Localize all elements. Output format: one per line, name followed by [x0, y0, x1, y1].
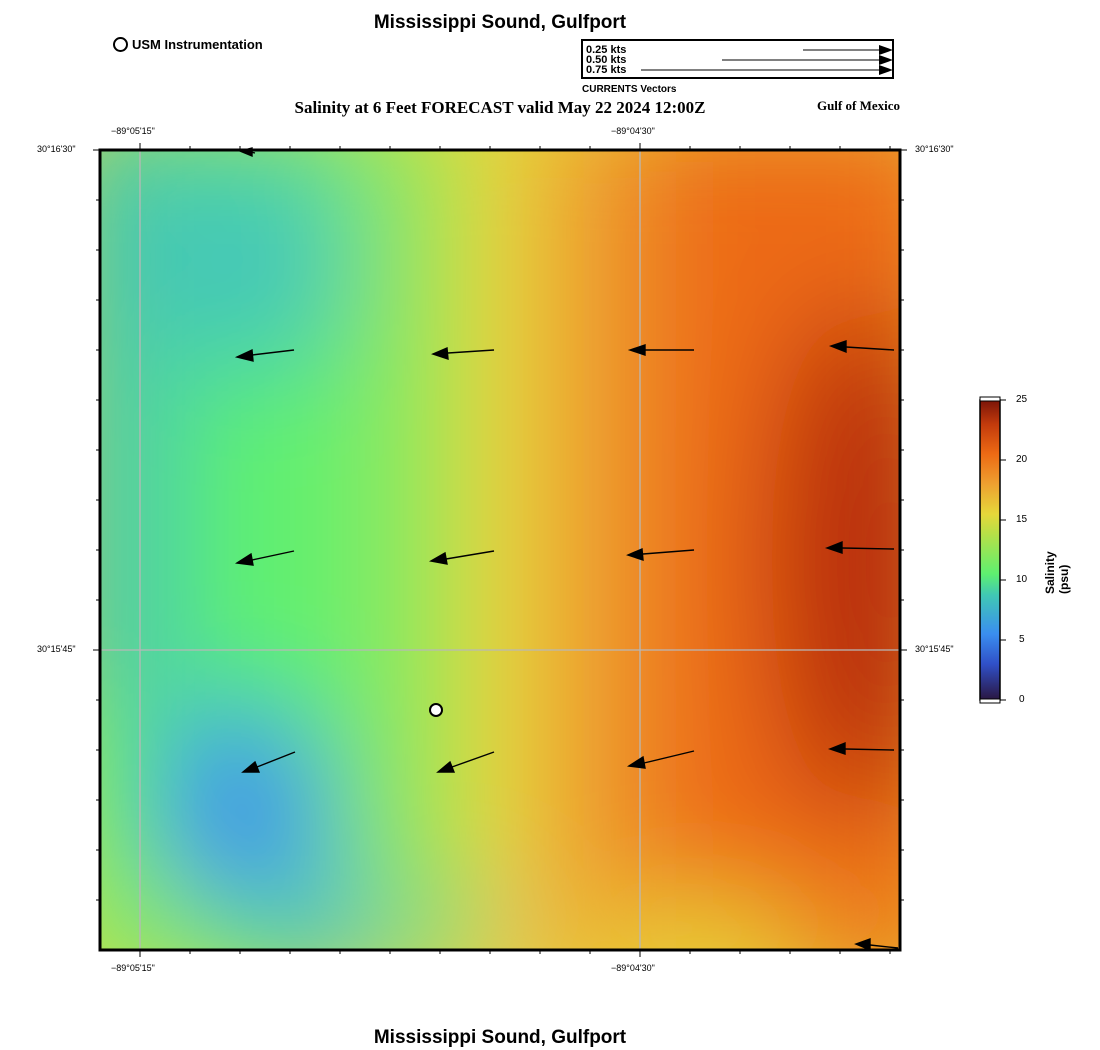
salinity-field: [100, 150, 900, 950]
footer-title: Mississippi Sound, Gulfport: [373, 1027, 627, 1048]
current-vector: [854, 938, 899, 952]
current-vector: [627, 344, 694, 356]
current-vectors: [234, 147, 899, 952]
current-vector: [428, 550, 495, 565]
current-vector: [241, 751, 296, 773]
vector-legend-arrows: [641, 45, 893, 75]
current-vector: [436, 751, 495, 773]
lat-label-left-1: 30°16'30": [37, 144, 76, 154]
current-vector: [824, 540, 895, 554]
lat-label-right-1: 30°16'30": [915, 144, 954, 154]
lon-label-top-2: −89°04'30": [611, 126, 655, 136]
vector-legend-entry-2: 0.50 kts: [586, 54, 627, 66]
colorbar-tick-20: 20: [1016, 454, 1028, 465]
current-vector: [237, 147, 256, 158]
map-subtitle: Salinity at 6 Feet FORECAST valid May 22…: [294, 98, 706, 117]
colorbar: [979, 396, 1006, 704]
current-vector: [431, 346, 495, 361]
frame-ticks: [93, 143, 907, 957]
current-vector: [626, 750, 695, 769]
current-vector: [827, 741, 895, 755]
map-title: Mississippi Sound, Gulfport: [373, 12, 627, 33]
lat-label-right-2: 30°15'45": [915, 644, 954, 654]
region-label: Gulf of Mexico: [816, 98, 900, 113]
colorbar-tick-5: 5: [1019, 634, 1025, 645]
current-vector: [234, 348, 295, 362]
current-vector: [626, 547, 695, 562]
station-marker-icon: [113, 37, 128, 52]
colorbar-tick-0: 0: [1019, 694, 1025, 705]
lon-label-bottom-2: −89°04'30": [611, 963, 655, 973]
lon-label-top-1: −89°05'15": [111, 126, 155, 136]
colorbar-title: Salinity (psu): [1043, 551, 1071, 594]
usm-station-marker: [429, 703, 443, 717]
current-vector: [828, 340, 895, 354]
station-legend-label: USM Instrumentation: [132, 37, 263, 52]
lon-label-bottom-1: −89°05'15": [111, 963, 155, 973]
station-legend: USM Instrumentation: [113, 37, 263, 52]
vector-legend-entry-1: 0.25 kts: [586, 44, 627, 56]
vector-legend-title: CURRENTS Vectors: [582, 84, 677, 95]
current-vector: [234, 550, 295, 566]
colorbar-tick-15: 15: [1016, 514, 1028, 525]
colorbar-tick-25: 25: [1016, 394, 1028, 405]
colorbar-tick-10: 10: [1016, 574, 1028, 585]
lat-label-left-2: 30°15'45": [37, 644, 76, 654]
vector-legend-entry-3: 0.75 kts: [586, 64, 627, 76]
vector-legend: 0.25 kts 0.50 kts 0.75 kts: [581, 39, 894, 79]
